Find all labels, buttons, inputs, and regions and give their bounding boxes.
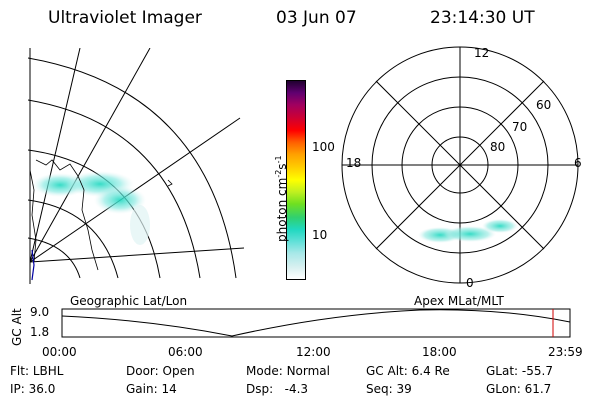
lat-label-60: 60 xyxy=(536,98,552,112)
mode-info: Mode: Normal xyxy=(246,364,330,378)
altitude-curve xyxy=(61,309,571,337)
time-tick-1200: 12:00 xyxy=(296,345,331,359)
aurora-emission-polar xyxy=(418,219,518,243)
alt-tick-1-8: 1.8 xyxy=(30,325,50,339)
mlt-label-6: 6 xyxy=(574,156,582,170)
dsp-info: Dsp: -4.3 xyxy=(246,382,309,396)
time-tick-0000: 00:00 xyxy=(42,345,77,359)
longitude-line xyxy=(29,48,81,263)
mlt-label-18: 18 xyxy=(346,156,362,170)
seq-info: Seq: 39 xyxy=(366,382,412,396)
longitude-line xyxy=(29,247,244,263)
apex-label: Apex MLat/MLT xyxy=(414,294,504,308)
instrument-title: Ultraviolet Imager xyxy=(48,8,202,28)
lat-label-70: 70 xyxy=(512,120,528,134)
gain-info: Gain: 14 xyxy=(126,382,177,396)
coastline xyxy=(29,159,173,271)
latitude-line xyxy=(28,57,237,279)
ip-info: IP: 36.0 xyxy=(10,382,56,396)
altitude-ylabel: GC Alt xyxy=(10,308,24,346)
door-info: Door: Open xyxy=(126,364,195,378)
lat-label-80: 80 xyxy=(490,140,506,154)
colorbar xyxy=(286,80,306,280)
time-tick-1800: 18:00 xyxy=(422,345,457,359)
mlt-label-12: 12 xyxy=(474,46,490,60)
mlt-line-diag xyxy=(375,80,545,250)
longitude-line xyxy=(29,48,151,263)
terminator-line xyxy=(31,249,35,281)
colorbar-tick-10: 10 xyxy=(312,228,328,242)
gcalt-info: GC Alt: 6.4 Re xyxy=(366,364,450,378)
glon-info: GLon: 61.7 xyxy=(486,382,552,396)
latitude-line xyxy=(28,99,201,279)
glat-info: GLat: -55.7 xyxy=(486,364,553,378)
mlt-label-0: 0 xyxy=(466,276,474,290)
date-label: 03 Jun 07 xyxy=(276,8,357,28)
time-tick-2359: 23:59 xyxy=(548,345,583,359)
altitude-plot-frame xyxy=(61,308,571,338)
aurora-emission-geographic xyxy=(32,171,150,245)
colorbar-tick-100: 100 xyxy=(312,140,335,154)
alt-tick-9: 9.0 xyxy=(30,305,50,319)
filter-info: Flt: LBHL xyxy=(10,364,64,378)
geographic-label: Geographic Lat/Lon xyxy=(70,294,188,308)
time-tick-0600: 06:00 xyxy=(168,345,203,359)
time-label: 23:14:30 UT xyxy=(430,8,535,28)
